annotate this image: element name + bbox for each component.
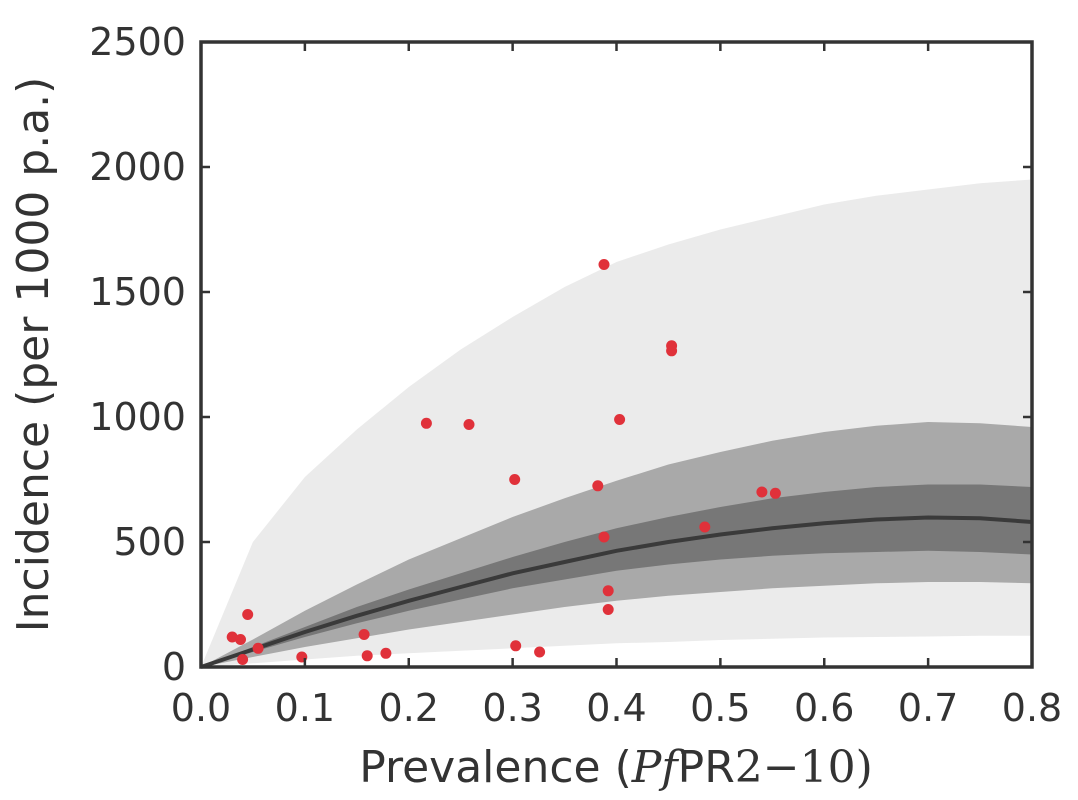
data-point [242,609,254,620]
data-point [510,640,522,652]
median-curve-group [200,515,1033,669]
y-tick-label: 0 [162,645,186,689]
x-axis-ticks: 0.0 0.1 0.2 0.3 0.4 0.5 0.6 0.7 0.8 [171,42,1062,730]
y-tick-label: 2500 [89,20,186,64]
data-point [237,654,249,665]
y-axis-ticks: 0 500 1000 1500 2000 2500 [89,20,1032,689]
data-point [602,604,614,615]
x-tick-label: 0.0 [171,686,231,730]
x-tick-label: 0.8 [1002,686,1062,730]
data-point [252,642,264,654]
inner-band [201,484,1032,667]
data-point [666,345,678,357]
x-axis-label-prefix: Prevalence ( [359,742,632,793]
data-point [598,531,610,543]
y-tick-label: 500 [113,520,186,564]
data-point [699,521,711,533]
data-point [602,585,614,597]
x-axis-label-mid: PR [678,742,735,793]
median-line [200,515,1033,669]
data-point [534,646,546,658]
data-point [598,259,610,270]
x-tick-label: 0.2 [379,686,439,730]
x-axis-label-range: 2−10 [735,742,856,793]
x-tick-label: 0.6 [794,686,854,730]
data-point [358,629,370,640]
data-point [769,487,781,499]
data-point [509,474,521,485]
x-tick-label: 0.3 [482,686,542,730]
x-axis-label: Prevalence (PfPR2−10) [359,742,873,793]
y-axis-label: Incidence (per 1000 p.a.) [8,77,59,633]
data-point [380,647,392,659]
y-tick-label: 2000 [89,145,186,189]
x-axis-label-suffix: ) [856,742,873,793]
data-point [235,634,246,645]
data-point [614,414,626,425]
y-tick-label: 1000 [89,395,186,439]
x-tick-label: 0.1 [275,686,335,730]
x-tick-label: 0.5 [690,686,750,730]
x-tick-label: 0.4 [586,686,646,730]
x-axis-label-italic: Pf [631,742,685,793]
y-tick-label: 1500 [89,270,186,314]
data-point [756,486,768,498]
data-point [463,419,475,430]
data-point [361,650,373,662]
data-point [226,631,238,643]
data-point [592,480,604,492]
x-tick-label: 0.7 [898,686,958,730]
data-point [420,417,432,429]
